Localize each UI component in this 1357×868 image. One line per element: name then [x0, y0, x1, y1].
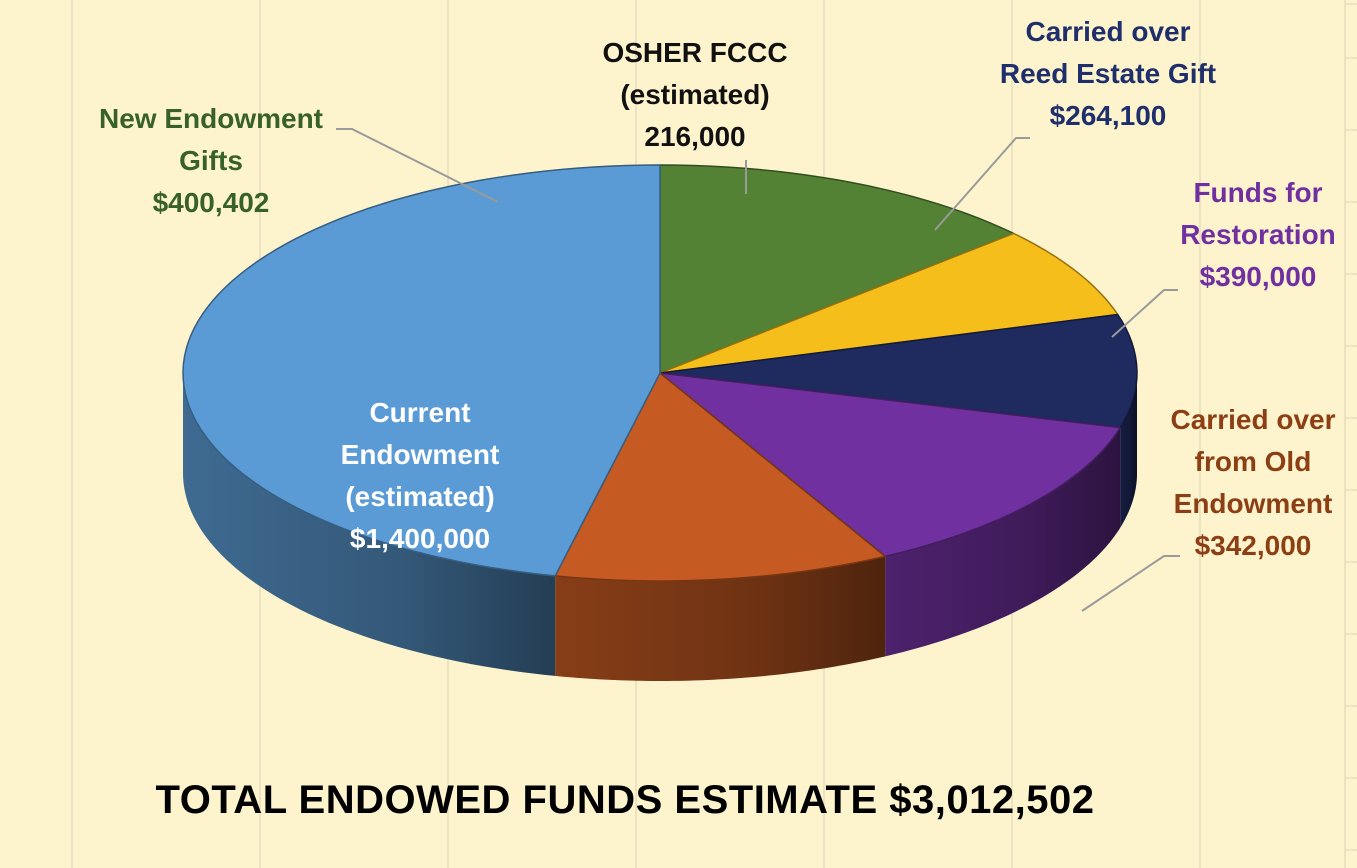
- label-current-endowment: Current Endowment (estimated) $1,400,000: [300, 392, 540, 560]
- slice-carried-over-reed-estate-gift: [659, 313, 1138, 429]
- label-osher-fccc-line1: OSHER FCCC: [602, 37, 788, 68]
- total-label: TOTAL ENDOWED FUNDS ESTIMATE $3,012,502: [155, 778, 1095, 822]
- label-funds-for-restoration: Funds for Restoration $390,000: [1160, 172, 1356, 298]
- label-new-endowment-gifts-line2: Gifts: [179, 145, 243, 176]
- label-current-endowment-line2: Endowment: [340, 439, 500, 470]
- slice-new-endowment-gifts: [659, 164, 1015, 374]
- label-new-endowment-gifts: New Endowment Gifts $400,402: [66, 98, 356, 224]
- label-old-endowment: Carried over from Old Endowment $342,000: [1150, 399, 1356, 567]
- label-funds-for-restoration-line1: Funds for: [1193, 177, 1323, 208]
- slice-osher-fccc-estimated: [659, 232, 1119, 374]
- slice-side-shade-carried-over-from-old-endowment: [555, 556, 886, 681]
- label-new-endowment-gifts-line3: $400,402: [152, 187, 270, 218]
- leader-line: [336, 128, 499, 203]
- label-osher-fccc: OSHER FCCC (estimated) 216,000: [580, 32, 810, 158]
- pie-slices: [182, 164, 1138, 582]
- pie-sides: [183, 373, 1137, 681]
- leader-lines: [336, 128, 1180, 612]
- label-old-endowment-line3: Endowment: [1173, 488, 1333, 519]
- label-old-endowment-line1: Carried over: [1170, 404, 1336, 435]
- label-current-endowment-line3: (estimated): [345, 481, 495, 512]
- label-osher-fccc-line2: (estimated): [620, 79, 770, 110]
- label-new-endowment-gifts-line1: New Endowment: [98, 103, 323, 134]
- label-old-endowment-line4: $342,000: [1194, 530, 1312, 561]
- slice-current-endowment-estimated: [182, 164, 661, 577]
- slice-funds-for-restoration: [659, 372, 1122, 558]
- label-old-endowment-line2: from Old: [1194, 446, 1312, 477]
- slice-carried-over-from-old-endowment: [554, 372, 886, 582]
- label-funds-for-restoration-line3: $390,000: [1199, 261, 1317, 292]
- label-reed-estate-gift-line1: Carried over: [1025, 16, 1191, 47]
- label-reed-estate-gift: Carried over Reed Estate Gift $264,100: [968, 11, 1248, 137]
- slice-side-shade-carried-over-reed-estate-gift: [1120, 373, 1137, 528]
- label-current-endowment-line1: Current: [369, 397, 471, 428]
- slice-side-shade-current-endowment-estimated: [183, 373, 556, 676]
- label-osher-fccc-line3: 216,000: [644, 121, 746, 152]
- leader-line: [1081, 555, 1180, 612]
- slice-side-shade-funds-for-restoration: [885, 427, 1121, 657]
- label-funds-for-restoration-line2: Restoration: [1180, 219, 1336, 250]
- leader-line: [934, 137, 1030, 231]
- label-reed-estate-gift-line2: Reed Estate Gift: [999, 58, 1217, 89]
- leader-line: [1111, 289, 1178, 338]
- label-current-endowment-line4: $1,400,000: [349, 523, 491, 554]
- label-reed-estate-gift-line3: $264,100: [1049, 100, 1167, 131]
